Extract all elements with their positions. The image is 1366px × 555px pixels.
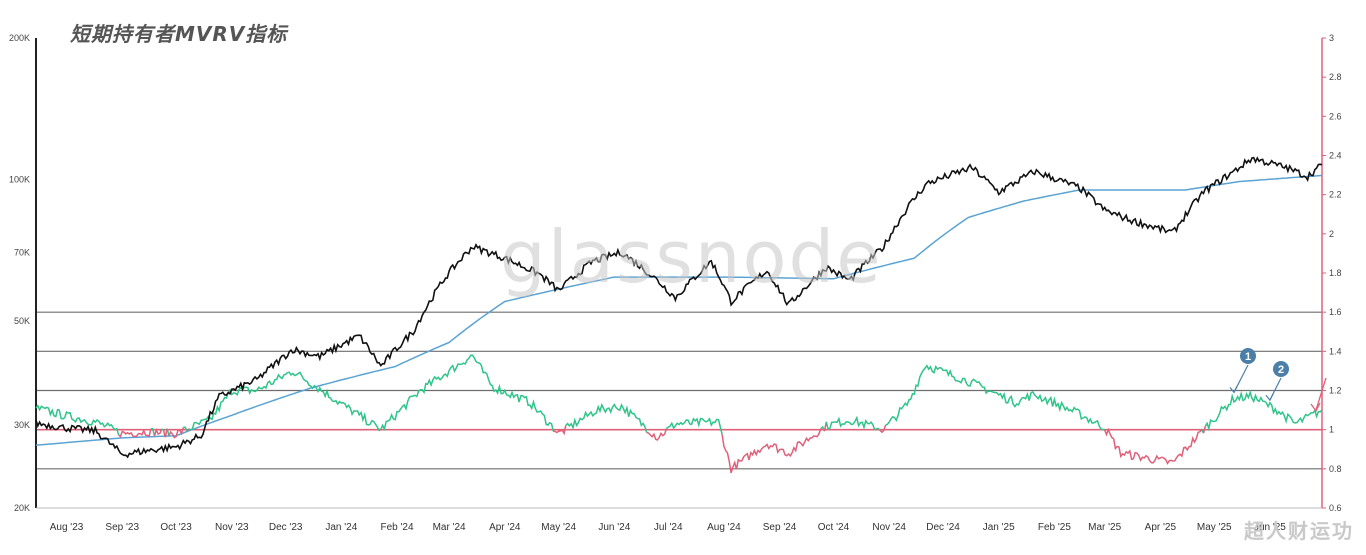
right-axis-tick-label: 1.4 (1329, 346, 1342, 356)
series-mvrv-line (553, 425, 567, 436)
right-axis-tick-label: 1.8 (1329, 268, 1342, 278)
x-axis-tick-label: Mar '24 (433, 522, 466, 533)
series-mvrv-line (646, 428, 668, 441)
marker-circle (1273, 361, 1289, 377)
left-axis-tick-label: 100K (9, 174, 30, 184)
right-axis-tick-label: 2.2 (1329, 190, 1342, 200)
x-axis-tick-label: Jan '24 (325, 522, 357, 533)
series-mvrv-line (1104, 427, 1203, 465)
marker-arrowhead (1265, 393, 1274, 402)
x-axis-tick-label: Nov '24 (872, 522, 906, 533)
x-axis-tick-label: Apr '24 (489, 522, 521, 533)
pointer-arrowhead (1310, 402, 1321, 413)
x-axis-tick-label: Apr '25 (1145, 522, 1177, 533)
series-mvrv-line (876, 427, 881, 432)
marker-number: 2 (1278, 364, 1284, 376)
series-mvrv-line (378, 428, 382, 432)
right-axis-tick-label: 2 (1329, 229, 1334, 239)
marker-number: 1 (1245, 351, 1251, 363)
series-mvrv-line (1204, 389, 1323, 432)
right-axis-tick-label: 3 (1329, 33, 1334, 43)
series-mvrv-line (35, 404, 120, 436)
marker-arrowhead (1229, 386, 1238, 394)
series-mvrv-line (885, 364, 1105, 431)
x-axis-tick-label: Dec '23 (269, 522, 303, 533)
x-axis-tick-label: Feb '25 (1038, 522, 1071, 533)
x-axis-tick-label: Jun '25 (1254, 522, 1286, 533)
right-axis-tick-label: 1.2 (1329, 386, 1342, 396)
series-mvrv-line (166, 428, 170, 436)
x-axis-tick-label: Mar '25 (1088, 522, 1121, 533)
left-axis-tick-label: 30K (14, 420, 30, 430)
series-mvrv-line (1202, 426, 1207, 434)
series-mvrv-line (186, 428, 190, 432)
x-axis-tick-label: Jul '24 (654, 522, 683, 533)
series-price-line (35, 156, 1323, 459)
x-axis-tick-label: May '24 (541, 522, 576, 533)
right-axis-tick-label: 2.6 (1329, 111, 1342, 121)
x-axis-tick-label: Nov '23 (215, 522, 249, 533)
series-mvrv-line (565, 402, 648, 433)
marker-circle (1240, 348, 1256, 364)
series-mvrv-line (153, 427, 163, 437)
series-mvrv-line (150, 427, 156, 437)
series-mvrv-line (161, 428, 164, 431)
x-axis-tick-label: Sep '24 (763, 522, 797, 533)
x-axis-tick-label: Oct '24 (818, 522, 850, 533)
left-axis-tick-label: 200K (9, 33, 30, 43)
credit-watermark: 超人财运功 (1244, 519, 1354, 543)
x-axis-tick-label: Jun '24 (598, 522, 630, 533)
right-axis-tick-label: 1 (1329, 425, 1334, 435)
series-mvrv-line (380, 354, 555, 432)
right-axis-tick-label: 0.6 (1329, 503, 1342, 513)
series-mvrv-line (188, 371, 380, 432)
series-mvrv-line (721, 428, 822, 474)
x-axis-tick-label: Sep '23 (105, 522, 139, 533)
x-axis-tick-label: Aug '23 (50, 522, 84, 533)
pointer-arrow (1315, 377, 1327, 411)
x-axis-tick-label: Dec '24 (926, 522, 960, 533)
series-mvrv-line (820, 425, 826, 432)
left-axis-tick-label: 50K (14, 316, 30, 326)
series-realized-price-line (35, 174, 1323, 446)
series-mvrv-line (118, 428, 152, 438)
series-mvrv-line (162, 428, 168, 438)
x-axis-tick-label: Jan '25 (983, 522, 1015, 533)
watermark: glassnode (500, 215, 883, 299)
chart-title: 短期持有者MVRV指标 (70, 22, 288, 46)
right-axis-tick-label: 1.6 (1329, 307, 1342, 317)
left-axis-tick-label: 20K (14, 503, 30, 513)
left-axis-tick-label: 70K (14, 247, 30, 257)
x-axis-tick-label: Aug '24 (707, 522, 741, 533)
series-mvrv-line (168, 427, 185, 439)
right-axis-tick-label: 2.8 (1329, 72, 1342, 82)
series-mvrv-line (665, 417, 723, 435)
series-mvrv-line (874, 428, 878, 431)
right-axis-tick-label: 2.4 (1329, 151, 1342, 161)
series-mvrv-line (825, 415, 876, 431)
series-mvrv-line (183, 426, 188, 432)
x-axis-tick-label: Oct '23 (160, 522, 192, 533)
x-axis-tick-label: May '25 (1197, 522, 1232, 533)
right-axis-tick-label: 0.8 (1329, 464, 1342, 474)
x-axis-tick-label: Feb '24 (380, 522, 413, 533)
series-mvrv-line (879, 424, 887, 434)
